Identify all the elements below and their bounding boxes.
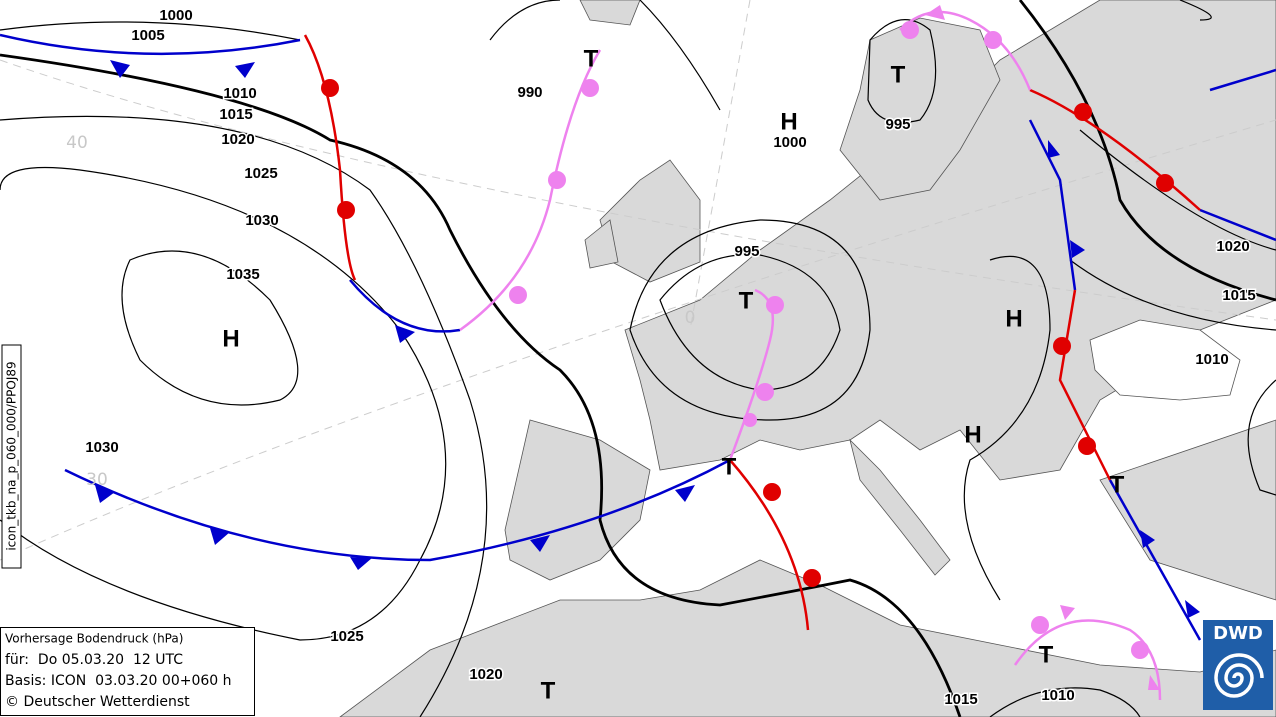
isobar-label: 1025 bbox=[330, 628, 363, 645]
pressure-center: H bbox=[222, 325, 239, 352]
pressure-center: T bbox=[541, 677, 556, 704]
info-box: Vorhersage Bodendruck (hPa) für: Do 05.0… bbox=[0, 627, 255, 716]
grid-label: 40 bbox=[66, 133, 88, 153]
pressure-center: T bbox=[584, 45, 599, 72]
pressure-center: T bbox=[891, 61, 906, 88]
product-code-box bbox=[1, 344, 22, 569]
fronts bbox=[0, 5, 1276, 701]
isobar-label: 1020 bbox=[221, 131, 254, 148]
info-box-frame bbox=[0, 627, 255, 716]
pressure-center: H bbox=[1005, 305, 1022, 332]
dwd-logo: DWD bbox=[1203, 620, 1273, 710]
pressure-center: H bbox=[964, 421, 981, 448]
logo-text: DWD bbox=[1213, 623, 1263, 644]
isobar-label: 1015 bbox=[944, 691, 977, 708]
isobar-labels: 1000 1005 1010 1015 1020 1025 1030 1035 990 1000 9… bbox=[84, 5, 1257, 709]
isobar-label: 1010 bbox=[1195, 351, 1228, 368]
isobar-label: 1010 bbox=[223, 85, 256, 102]
isobar-label: 995 bbox=[885, 116, 910, 133]
isobar-label: 990 bbox=[517, 84, 542, 101]
isobar-label: 1010 bbox=[1041, 687, 1074, 704]
isobar-label: 1030 bbox=[245, 212, 278, 229]
isobar-label: 1015 bbox=[219, 106, 252, 123]
info-copyright: © Deutscher Wetterdienst bbox=[5, 694, 190, 710]
pressure-center: T bbox=[1039, 641, 1054, 668]
pressure-center: H bbox=[780, 108, 797, 135]
isobar-label: 1005 bbox=[131, 27, 164, 44]
product-code: icon_tkb_na_p_060_000/PPOJ89 bbox=[1, 344, 22, 569]
isobar-label: 1020 bbox=[1216, 238, 1249, 255]
isobar-label: 1000 bbox=[159, 7, 192, 24]
isobar-label: 1000 bbox=[773, 134, 806, 151]
isobar-label: 1030 bbox=[85, 439, 118, 456]
pressure-center: T bbox=[739, 287, 754, 314]
isobar-label: 995 bbox=[734, 243, 759, 260]
info-title: Vorhersage Bodendruck (hPa) bbox=[5, 632, 183, 646]
pressure-center: T bbox=[722, 453, 737, 480]
isobar-label: 1015 bbox=[1222, 287, 1255, 304]
lat-lon-grid bbox=[0, 0, 1276, 561]
isobar-label: 1035 bbox=[226, 266, 259, 283]
grid-label: 0 bbox=[685, 308, 696, 328]
pressure-centers: T H T H T H H T T T T bbox=[222, 45, 1124, 704]
logo-spiral bbox=[1214, 653, 1264, 698]
pressure-center: T bbox=[1110, 471, 1125, 498]
isobar-label: 1025 bbox=[244, 165, 277, 182]
grid-labels: 40 30 0 bbox=[66, 133, 695, 490]
product-code-text: icon_tkb_na_p_060_000/PPOJ89 bbox=[5, 361, 19, 550]
black-sea bbox=[1089, 319, 1241, 401]
info-basis: Basis: ICON 03.03.20 00+060 h bbox=[5, 673, 232, 689]
grid-label: 30 bbox=[86, 470, 108, 490]
isobar-label: 1020 bbox=[469, 666, 502, 683]
info-valid: für: Do 05.03.20 12 UTC bbox=[5, 652, 183, 668]
